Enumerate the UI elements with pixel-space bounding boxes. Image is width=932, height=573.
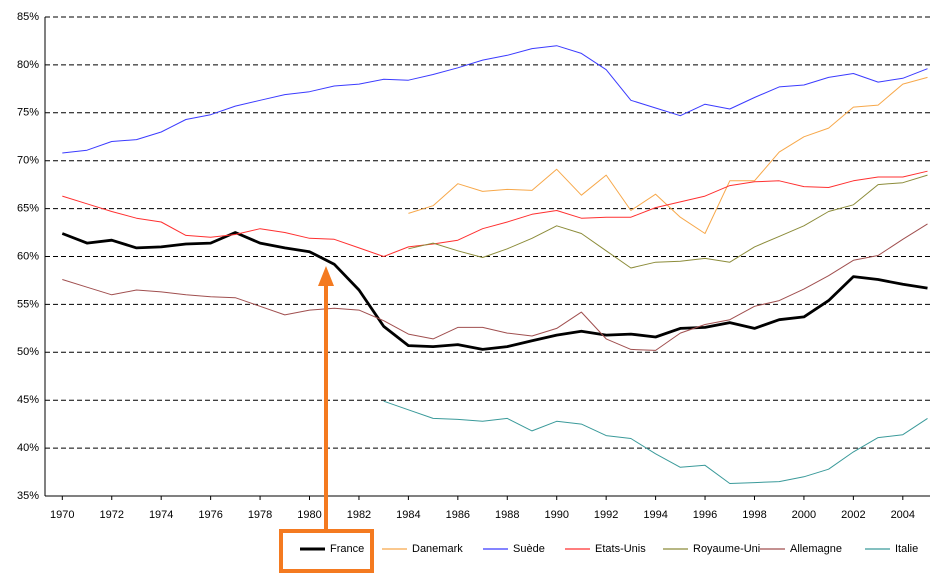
legend-label: Etats-Unis — [595, 543, 646, 555]
y-tick-label: 55% — [17, 298, 39, 310]
x-tick-label: 1974 — [149, 509, 173, 521]
series-line — [61, 231, 928, 351]
x-tick-label: 1986 — [446, 509, 470, 521]
y-tick-label: 75% — [17, 107, 39, 119]
x-tick-label: 2004 — [891, 509, 915, 521]
x-tick-label: 1996 — [693, 509, 717, 521]
legend-label: Danemark — [412, 543, 463, 555]
y-tick-label: 35% — [17, 490, 39, 502]
annotation — [279, 266, 374, 573]
x-tick-label: 1982 — [347, 509, 371, 521]
x-tick-label: 1976 — [198, 509, 222, 521]
legend: France Danemark Suède Etats-Unis Royaume-Uni… — [300, 543, 918, 555]
y-tick-label: 40% — [17, 442, 39, 454]
y-tick-label: 85% — [17, 11, 39, 23]
legend-label: Royaume-Uni — [693, 543, 760, 555]
x-tick-label: 1988 — [495, 509, 519, 521]
y-tick-label: 70% — [17, 155, 39, 167]
y-tick-label: 65% — [17, 203, 39, 215]
plot-area: 35% 40% 45% 50% 55% 60% 65% 70% 75% 80% 85% 1970 197… — [17, 11, 930, 521]
legend-label: Italie — [895, 543, 918, 555]
series-line — [408, 174, 928, 269]
x-tick-label: 2000 — [792, 509, 816, 521]
series-line — [383, 400, 928, 484]
series-line — [62, 170, 928, 257]
legend-label: Allemagne — [790, 543, 842, 555]
series-line — [408, 76, 928, 234]
series-line — [62, 223, 928, 351]
y-tick-label: 50% — [17, 346, 39, 358]
y-tick-label: 45% — [17, 394, 39, 406]
x-tick-label: 1980 — [297, 509, 321, 521]
x-tick-label: 2002 — [841, 509, 865, 521]
y-tick-label: 60% — [17, 250, 39, 262]
x-tick-label: 1978 — [248, 509, 272, 521]
arrow-head — [318, 266, 334, 286]
x-tick-label: 1984 — [396, 509, 420, 521]
x-tick-label: 1998 — [742, 509, 766, 521]
x-tick-label: 1994 — [643, 509, 667, 521]
legend-label: France — [330, 543, 364, 555]
legend-label: Suède — [513, 543, 545, 555]
x-tick-label: 1972 — [100, 509, 124, 521]
x-tick-label: 1970 — [50, 509, 74, 521]
series-line — [62, 45, 928, 154]
x-tick-label: 1992 — [594, 509, 618, 521]
y-tick-label: 80% — [17, 59, 39, 71]
x-tick-label: 1990 — [544, 509, 568, 521]
